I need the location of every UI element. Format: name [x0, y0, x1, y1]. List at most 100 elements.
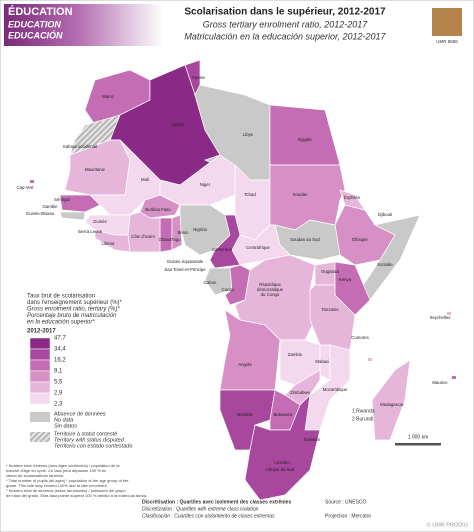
country-label: Sierra Leone — [78, 229, 103, 234]
country-label: démocratique — [257, 287, 284, 292]
country-label: Soudan du Sud — [290, 237, 320, 242]
country — [269, 164, 346, 231]
footnote: raison de scolarisations tardives. — [6, 473, 64, 478]
country-label: Djibouti — [378, 212, 392, 217]
legend-disputed-label: Territorio con estado contestado — [54, 443, 132, 449]
legend-break: 16,2 — [54, 358, 66, 364]
country-label: Sahara occidental — [63, 144, 97, 149]
country-label: Mauritanie — [85, 167, 106, 172]
legend-no-data-label: Sin datos — [54, 423, 77, 429]
country-label: Malawi — [315, 359, 328, 364]
method: Discretization : Quartiles with extreme … — [142, 506, 259, 512]
legend-break: 2,9 — [54, 391, 63, 397]
country-label: Seychelles — [430, 315, 451, 320]
country-label: Maroc — [102, 94, 115, 99]
island — [447, 312, 451, 315]
legend-no-data-label: Absence de données — [54, 411, 106, 417]
country — [59, 194, 101, 213]
country-label: Maurice — [432, 380, 448, 385]
legend-swatch — [29, 359, 51, 372]
country-label: Guinée équatoriale — [167, 259, 204, 264]
country — [224, 264, 251, 306]
legend-break: 5,5 — [54, 380, 63, 386]
country-label: Cap-Vert — [17, 185, 35, 190]
country — [94, 229, 131, 253]
country-label: Guinée-Bissau — [26, 211, 55, 216]
country-label: Algérie — [171, 122, 185, 127]
subtitle-en: Gross tertiary enrolment ratio, 2012-201… — [203, 19, 369, 29]
map — [30, 59, 456, 501]
source: Source : UNESCO — [325, 499, 367, 505]
country-label: Sao Tomé-et-Principe — [164, 267, 206, 272]
country-label: Soudan — [293, 192, 308, 197]
subtitle-es: Matriculación en la educación superior, … — [184, 31, 386, 41]
legend-title: en la educación superior* — [27, 320, 95, 326]
footnote: * Número total de alumnos (todas las eda… — [6, 488, 126, 493]
country-label: Burkina Faso — [145, 207, 171, 212]
title: Scolarisation dans le supérieur, 2012-20… — [184, 7, 386, 18]
country — [59, 211, 86, 221]
country-label: Bénin — [178, 230, 190, 235]
country-label: Tunisie — [191, 75, 205, 80]
tag-en: EDUCATION — [8, 19, 61, 29]
legend-break: 2,3 — [54, 402, 63, 408]
scale-label: 1 000 km — [408, 434, 429, 440]
country-label: Eswatini — [304, 437, 320, 442]
country — [371, 359, 411, 441]
country-label: Tchad — [244, 192, 256, 197]
legend-disputed-label: Territoire à statut contesté — [54, 431, 117, 437]
country-label: Égypte — [298, 137, 312, 142]
method: Discrétisation : Quartiles avec isolemen… — [142, 499, 291, 505]
country-label: Sénégal — [54, 197, 70, 202]
legend-title: Taux brut de scolarisation — [27, 294, 95, 300]
footer: * Nombre total d'élèves (tous âges confo… — [6, 463, 468, 528]
country-label: Éthiopie — [352, 237, 368, 242]
country-label: Érythrée — [344, 195, 361, 200]
country-label: Guinée — [93, 219, 107, 224]
legend-break: 9,1 — [54, 369, 63, 375]
island — [452, 376, 456, 379]
country-label: Zimbabwe — [290, 390, 310, 395]
footnote: * Nombre total d'élèves (tous âges confo… — [6, 463, 120, 468]
country — [159, 217, 173, 253]
country-label: Afrique du Sud — [266, 467, 295, 472]
country-label: Comores — [351, 335, 368, 340]
country-label: Nigéria — [193, 227, 207, 232]
country-label: Libye — [243, 132, 254, 137]
country-labels: Maroc Tunisie Algérie Libye Égypte Sahara occ… — [17, 75, 451, 472]
logo-text: UMR 8586 — [436, 39, 458, 44]
country-label: République — [259, 282, 281, 287]
island — [368, 358, 372, 361]
country-label: Niger — [200, 182, 211, 187]
country-label: Côte d'Ivoire — [131, 234, 156, 239]
footnote: grade. This rate may exceed 100% due to … — [6, 483, 108, 488]
country-label: Somalie — [377, 262, 393, 267]
inset-note: 1 Rwanda — [352, 408, 375, 414]
legend-swatch — [29, 370, 51, 383]
method: Clasificación : Cuartiles con aislamient… — [142, 513, 275, 519]
footnote: de edad del grado. Esta tasa puede super… — [6, 493, 147, 498]
country — [127, 211, 161, 253]
country-label: Zambie — [288, 352, 303, 357]
footnote: tranche d'âge du cycle. Ce taux peut dép… — [6, 468, 106, 473]
tag-fr: ÉDUCATION — [8, 5, 73, 18]
country — [171, 214, 183, 251]
country-label: Libéria — [102, 241, 116, 246]
country — [209, 214, 241, 269]
legend-period: 2012-2017 — [27, 329, 56, 335]
header-band — [4, 4, 164, 46]
country-label: Cameroun — [212, 247, 233, 252]
legend-swatch — [29, 337, 51, 350]
country-label: Lesotho — [274, 460, 290, 465]
country-label: Ghana — [159, 237, 173, 242]
legend-swatch — [29, 381, 51, 394]
island — [30, 180, 34, 183]
credit: © UMR PRODIG — [427, 521, 468, 528]
legend-no-data — [30, 412, 50, 422]
legend-no-data-label: No data — [54, 417, 73, 423]
legend-break: 47,7 — [54, 336, 66, 342]
country — [244, 394, 321, 501]
country-label: Botswana — [274, 412, 293, 417]
